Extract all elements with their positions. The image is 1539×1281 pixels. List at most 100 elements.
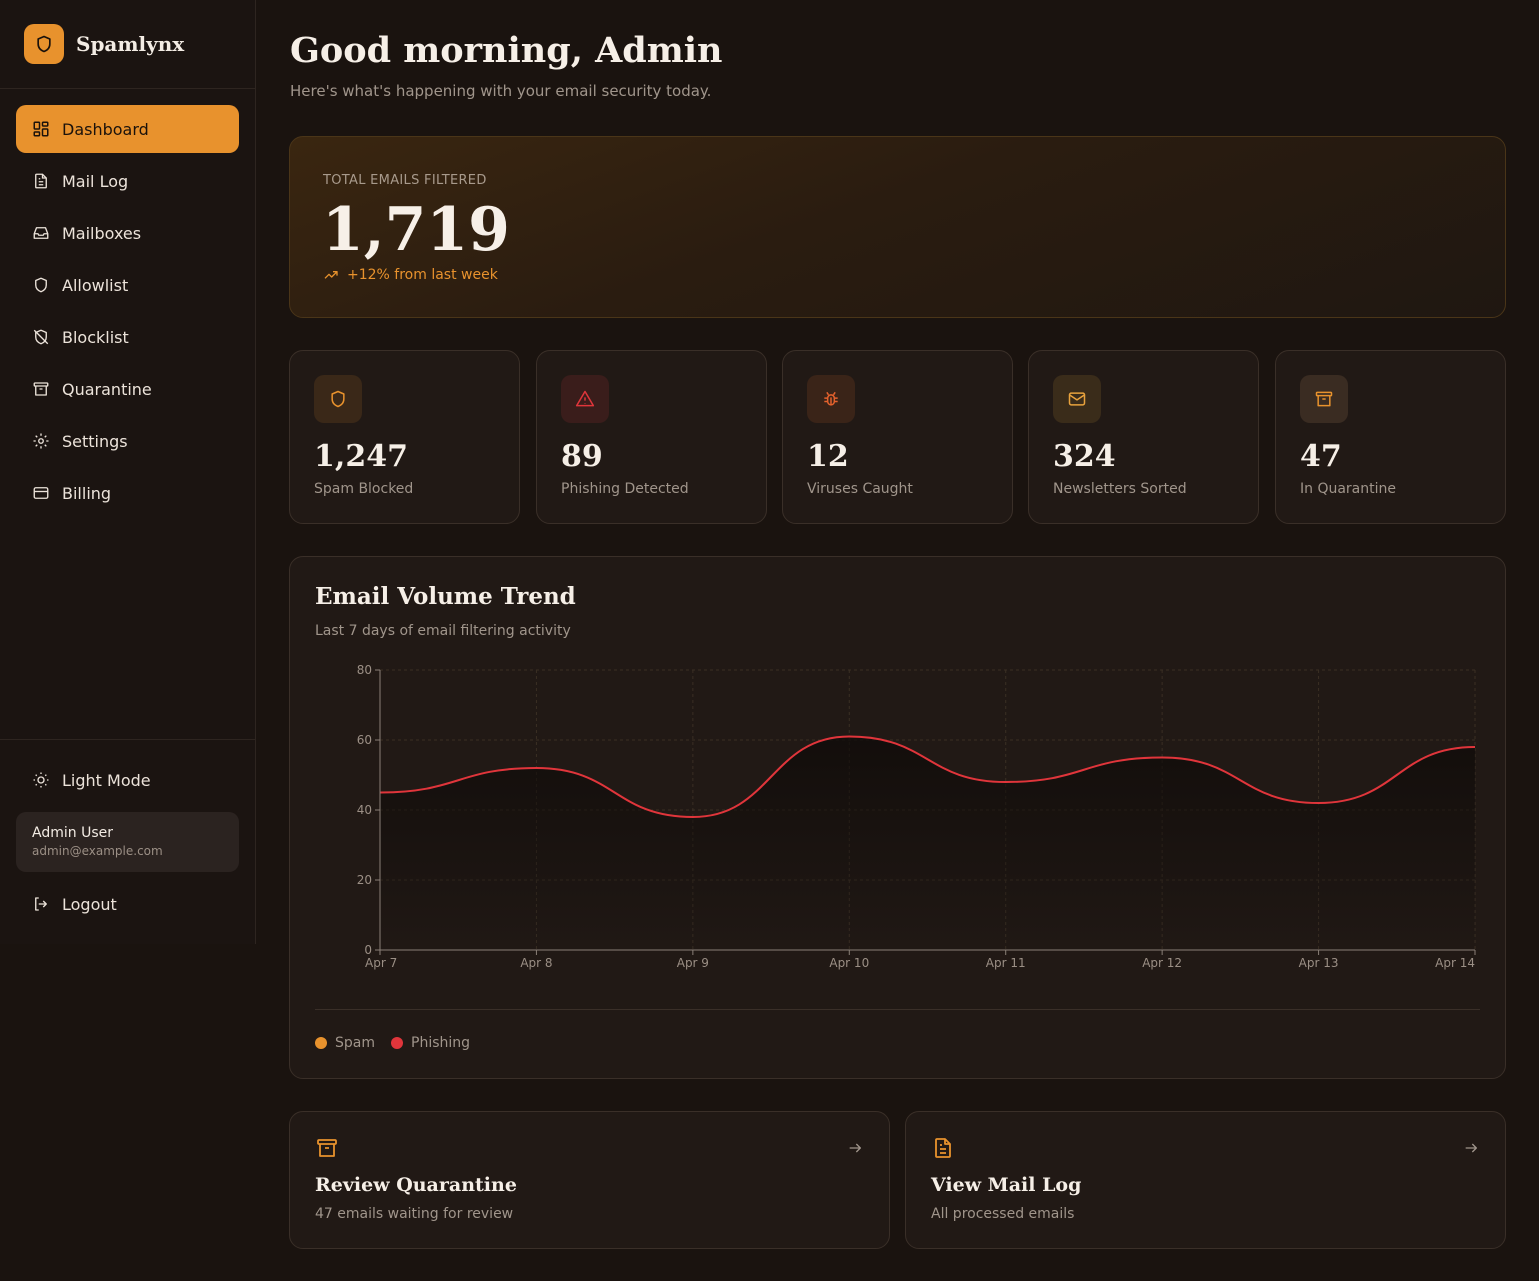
total-emails-label: TOTAL EMAILS FILTERED [323,173,487,188]
sidebar-item-label: Settings [62,431,128,451]
sidebar-item-label: Billing [62,483,112,503]
light-mode-label: Light Mode [62,770,151,790]
stat-value: 89 [561,439,603,474]
light-mode-toggle[interactable]: Light Mode [16,754,239,806]
archive-icon [1300,375,1348,423]
legend-item-phishing[interactable]: Phishing [391,1035,470,1051]
sidebar-item-label: Allowlist [62,275,129,295]
sidebar-item-billing[interactable]: Billing [16,469,239,517]
stat-label: In Quarantine [1300,481,1396,497]
page-title: Good morning, Admin [290,30,723,71]
sidebar-item-label: Mailboxes [62,223,142,243]
x-tick-label: Apr 13 [1299,956,1339,970]
stat-card-newsletters[interactable]: 324 Newsletters Sorted [1028,350,1259,524]
stat-value: 1,247 [314,439,408,474]
email-volume-chart-card: 0 20 40 60 80 Apr 7 Apr 8 Apr 9 Apr 10 Apr 11 Apr … [289,556,1506,1079]
arrow-right-icon [849,1143,861,1153]
sidebar: Spamlynx Dashboard Mail Log Mailboxes Al… [0,0,256,944]
series-area [380,736,1475,950]
review-quarantine-card[interactable]: Review Quarantine 47 emails waiting for … [289,1111,890,1249]
stat-value: 12 [807,439,849,474]
chart-subtitle: Last 7 days of email filtering activity [315,623,571,639]
action-subtitle: 47 emails waiting for review [315,1206,514,1222]
credit-card-icon [32,484,50,502]
x-tick-label: Apr 14 [1435,956,1475,970]
stat-card-quarantine[interactable]: 47 In Quarantine [1275,350,1506,524]
brand-name: Spamlynx [76,32,185,56]
stat-label: Newsletters Sorted [1053,481,1187,497]
action-title: Review Quarantine [315,1174,517,1196]
legend-dot [315,1037,327,1049]
file-text-icon [32,172,50,190]
total-emails-card: TOTAL EMAILS FILTERED 1,719 +12% from la… [289,136,1506,318]
x-tick-label: Apr 12 [1142,956,1182,970]
trend-indicator: +12% from last week [323,267,498,283]
bug-icon [807,375,855,423]
gear-icon [32,432,50,450]
stat-label: Spam Blocked [314,481,414,497]
x-tick-label: Apr 9 [677,956,709,970]
x-tick-label: Apr 7 [365,956,397,970]
sun-icon [32,771,50,789]
y-tick-label: 40 [357,803,372,817]
x-tick-label: Apr 10 [829,956,869,970]
action-title: View Mail Log [931,1174,1082,1196]
stat-label: Viruses Caught [807,481,913,497]
legend-label: Phishing [411,1035,471,1051]
view-mail-log-card[interactable]: View Mail Log All processed emails [905,1111,1506,1249]
user-email: admin@example.com [32,844,163,858]
stat-card-viruses[interactable]: 12 Viruses Caught [782,350,1013,524]
stat-card-spam[interactable]: 1,247 Spam Blocked [289,350,520,524]
shield-icon [32,276,50,294]
archive-icon [317,1139,337,1157]
mail-icon [1053,375,1101,423]
user-card[interactable]: Admin User admin@example.com [16,812,239,872]
logout-label: Logout [62,894,117,914]
legend-item-spam[interactable]: Spam [315,1035,375,1051]
y-tick-label: 20 [357,873,372,887]
chart-title: Email Volume Trend [315,583,576,610]
x-tick-label: Apr 8 [520,956,552,970]
action-subtitle: All processed emails [931,1206,1075,1222]
page-subtitle: Here's what's happening with your email … [290,82,712,100]
sidebar-item-settings[interactable]: Settings [16,417,239,465]
sidebar-item-allowlist[interactable]: Allowlist [16,261,239,309]
legend-dot [391,1037,403,1049]
stat-value: 47 [1300,439,1342,474]
sidebar-item-dashboard[interactable]: Dashboard [16,105,239,153]
stat-value: 324 [1053,439,1116,474]
brand[interactable]: Spamlynx [0,0,255,89]
shield-off-icon [32,328,50,346]
dashboard-icon [32,120,50,138]
sidebar-item-label: Quarantine [62,379,152,399]
arrow-right-icon [1465,1143,1477,1153]
sidebar-item-label: Blocklist [62,327,129,347]
sidebar-item-label: Dashboard [62,119,149,139]
sidebar-footer: Light Mode Admin User admin@example.com … [0,739,255,930]
logout-button[interactable]: Logout [16,878,239,930]
email-volume-chart: 0 20 40 60 80 Apr 7 Apr 8 Apr 9 Apr 10 Apr 11 Apr … [357,663,1476,970]
logout-icon [32,895,50,913]
alert-triangle-icon [561,375,609,423]
user-name: Admin User [32,825,113,841]
y-tick-label: 80 [357,663,372,677]
shield-icon [37,35,51,53]
sidebar-item-mailboxes[interactable]: Mailboxes [16,209,239,257]
sidebar-item-quarantine[interactable]: Quarantine [16,365,239,413]
legend-label: Spam [335,1035,375,1051]
series-line [379,735,1476,819]
sidebar-nav: Dashboard Mail Log Mailboxes Allowlist B… [0,89,255,517]
y-tick-label: 0 [364,943,372,957]
sidebar-item-label: Mail Log [62,171,129,191]
shield-icon [314,375,362,423]
trend-text: +12% from last week [347,267,498,283]
sidebar-item-mail-log[interactable]: Mail Log [16,157,239,205]
sidebar-item-blocklist[interactable]: Blocklist [16,313,239,361]
total-emails-value: 1,719 [322,195,510,265]
brand-logo [24,24,64,64]
archive-icon [32,380,50,398]
x-tick-label: Apr 11 [986,956,1026,970]
y-tick-label: 60 [357,733,372,747]
stat-label: Phishing Detected [561,481,689,497]
stat-card-phishing[interactable]: 89 Phishing Detected [536,350,767,524]
